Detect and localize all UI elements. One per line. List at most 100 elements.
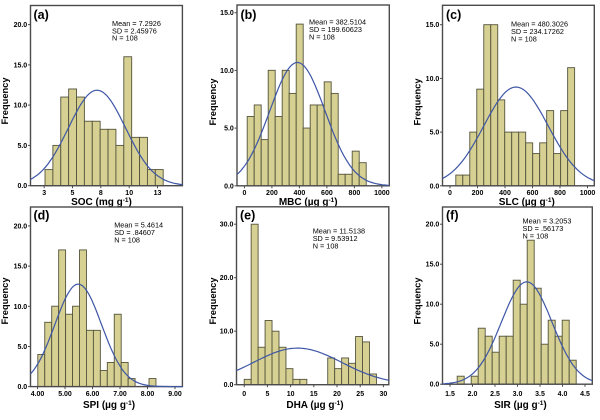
svg-text:15.0: 15.0 (220, 10, 234, 17)
svg-text:MBC (µg g-1): MBC (µg g-1) (279, 197, 338, 208)
svg-text:SD = 2.45976: SD = 2.45976 (112, 26, 157, 35)
svg-text:SIR (µg g-1): SIR (µg g-1) (494, 400, 547, 411)
svg-text:N = 108: N = 108 (313, 241, 339, 250)
svg-text:0.0: 0.0 (430, 382, 440, 389)
svg-text:SD = 199.60623: SD = 199.60623 (309, 25, 362, 34)
svg-text:2.5: 2.5 (490, 391, 500, 398)
svg-text:600: 600 (527, 190, 539, 197)
svg-text:800: 800 (349, 190, 361, 197)
svg-text:800: 800 (554, 190, 566, 197)
svg-text:0.0: 0.0 (17, 384, 27, 391)
svg-text:Frequency: Frequency (413, 78, 423, 126)
svg-text:0: 0 (242, 391, 246, 398)
svg-text:0.0: 0.0 (224, 382, 234, 389)
svg-text:SOC (mg g-1): SOC (mg g-1) (71, 197, 132, 208)
svg-text:Frequency: Frequency (208, 277, 218, 325)
svg-text:8: 8 (99, 190, 103, 197)
svg-text:5: 5 (71, 190, 75, 197)
svg-text:(a): (a) (34, 8, 49, 22)
svg-text:Frequency: Frequency (208, 78, 218, 126)
svg-text:200: 200 (472, 190, 484, 197)
svg-text:15.0: 15.0 (426, 22, 440, 29)
svg-text:0: 0 (242, 190, 246, 197)
svg-text:25: 25 (356, 391, 364, 398)
svg-text:SD = .84607: SD = .84607 (114, 228, 155, 237)
svg-text:SD = 9.53912: SD = 9.53912 (313, 234, 358, 243)
svg-text:(e): (e) (240, 208, 255, 222)
svg-text:N = 108: N = 108 (511, 34, 537, 43)
svg-text:3.5: 3.5 (535, 391, 545, 398)
svg-text:Frequency: Frequency (0, 277, 10, 325)
svg-text:10.0: 10.0 (14, 304, 28, 311)
svg-text:10.0: 10.0 (426, 302, 440, 309)
svg-text:(b): (b) (241, 8, 257, 22)
svg-text:5.0: 5.0 (430, 130, 440, 137)
svg-text:10: 10 (125, 190, 133, 197)
svg-text:Mean = 5.4614: Mean = 5.4614 (114, 221, 163, 230)
svg-text:15.0: 15.0 (14, 264, 28, 271)
svg-text:9.00: 9.00 (168, 391, 182, 398)
svg-text:5.0: 5.0 (17, 344, 27, 351)
svg-text:Mean = 382.5104: Mean = 382.5104 (309, 17, 366, 26)
svg-text:15.0: 15.0 (426, 262, 440, 269)
svg-text:Mean = 11.5138: Mean = 11.5138 (313, 226, 365, 235)
svg-text:5.0: 5.0 (430, 342, 440, 349)
svg-text:2.0: 2.0 (468, 391, 478, 398)
svg-text:N = 108: N = 108 (523, 231, 549, 240)
svg-text:4.0: 4.0 (558, 391, 568, 398)
svg-text:400: 400 (294, 190, 306, 197)
svg-text:10: 10 (287, 391, 295, 398)
svg-text:SD = 234.17262: SD = 234.17262 (511, 27, 564, 36)
svg-text:(d): (d) (34, 208, 50, 222)
svg-text:N = 108: N = 108 (309, 32, 335, 41)
svg-text:0: 0 (448, 190, 452, 197)
svg-text:DHA (µg g-1): DHA (µg g-1) (286, 400, 343, 411)
svg-text:5: 5 (265, 391, 269, 398)
svg-text:Frequency: Frequency (0, 77, 10, 125)
svg-text:3.0: 3.0 (513, 391, 523, 398)
svg-text:5.00: 5.00 (58, 391, 72, 398)
svg-text:13: 13 (154, 190, 162, 197)
svg-text:1.5: 1.5 (445, 391, 455, 398)
svg-text:5.0: 5.0 (224, 126, 234, 133)
svg-text:30.0: 30.0 (220, 222, 234, 229)
svg-text:10.0: 10.0 (220, 329, 234, 336)
svg-text:8.00: 8.00 (141, 391, 155, 398)
svg-text:20.0: 20.0 (426, 222, 440, 229)
svg-text:1000: 1000 (374, 190, 390, 197)
svg-text:(c): (c) (446, 8, 461, 22)
svg-text:SLC (µg g-1): SLC (µg g-1) (499, 197, 555, 208)
svg-text:20.0: 20.0 (14, 22, 28, 29)
svg-text:1000: 1000 (580, 190, 596, 197)
svg-text:10.0: 10.0 (426, 76, 440, 83)
svg-text:SD = .56173: SD = .56173 (523, 224, 564, 233)
svg-text:200: 200 (266, 190, 278, 197)
svg-text:SPI (µg g-1): SPI (µg g-1) (83, 400, 135, 411)
svg-text:Frequency: Frequency (413, 277, 423, 325)
svg-text:30: 30 (380, 391, 388, 398)
svg-text:(f): (f) (446, 208, 459, 222)
svg-text:20: 20 (333, 391, 341, 398)
svg-text:Mean = 3.2053: Mean = 3.2053 (523, 216, 572, 225)
svg-text:0.0: 0.0 (17, 183, 27, 190)
svg-text:15: 15 (310, 391, 318, 398)
svg-text:0.0: 0.0 (224, 183, 234, 190)
svg-text:Mean = 480.3026: Mean = 480.3026 (511, 19, 568, 28)
svg-text:3: 3 (42, 190, 46, 197)
svg-text:5.0: 5.0 (17, 143, 27, 150)
svg-text:4.5: 4.5 (580, 391, 590, 398)
svg-text:7.00: 7.00 (113, 391, 127, 398)
svg-text:4.00: 4.00 (31, 391, 45, 398)
svg-text:10.0: 10.0 (14, 103, 28, 110)
svg-text:20.0: 20.0 (220, 275, 234, 282)
svg-text:400: 400 (499, 190, 511, 197)
svg-text:600: 600 (321, 190, 333, 197)
svg-text:N = 108: N = 108 (112, 34, 138, 43)
svg-text:N = 108: N = 108 (114, 236, 140, 245)
svg-text:Mean = 7.2926: Mean = 7.2926 (112, 19, 161, 28)
svg-text:10.0: 10.0 (220, 68, 234, 75)
svg-text:20.0: 20.0 (14, 223, 28, 230)
svg-text:6.00: 6.00 (86, 391, 100, 398)
svg-text:0.0: 0.0 (430, 183, 440, 190)
svg-text:15.0: 15.0 (14, 62, 28, 69)
